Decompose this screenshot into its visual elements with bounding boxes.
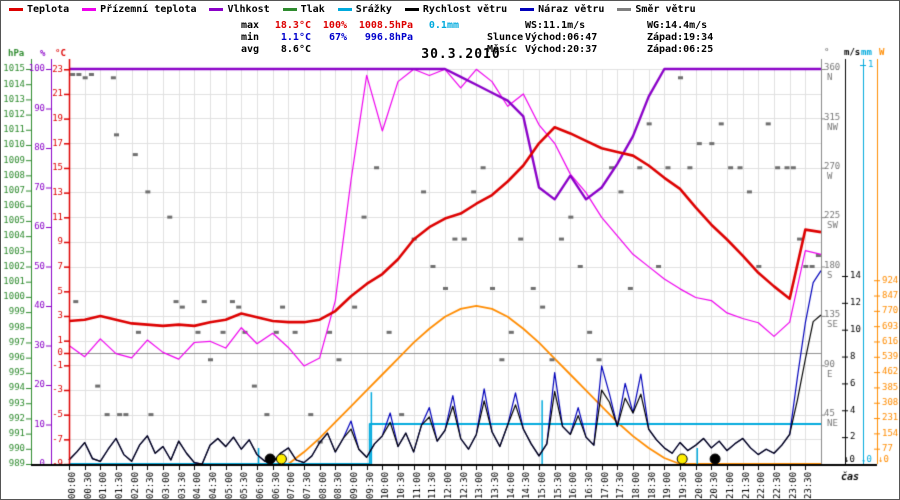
legend-item: Srážky xyxy=(337,4,392,15)
legend-swatch-icon xyxy=(9,8,23,11)
stat-value: min xyxy=(241,32,260,43)
stat-value: 100% xyxy=(322,20,347,31)
legend-swatch-icon xyxy=(209,8,224,11)
legend-label: Tlak xyxy=(300,4,325,15)
stat-value: 8.6°C xyxy=(280,44,311,55)
legend-label: Rychlost větru xyxy=(422,4,508,15)
stat-value: 1008.5hPa xyxy=(358,20,413,31)
stat-row: avg 8.6°C xyxy=(241,44,459,56)
astro-value: Měsíc xyxy=(487,44,518,55)
legend-swatch-icon xyxy=(282,8,297,11)
legend-label: Náraz větru xyxy=(538,4,605,15)
chart-date-title: 30.3.2010 xyxy=(421,47,501,62)
stat-row: min 1.1°C 67% 996.8hPa xyxy=(241,32,459,44)
astro-row: WS:11.1m/s WG:14.4m/s xyxy=(487,20,713,32)
legend-swatch-icon xyxy=(337,8,352,11)
legend-item: Teplota xyxy=(9,4,69,15)
legend-item: Náraz větru xyxy=(520,4,604,15)
astro-row: Měsíc Východ:20:37 Západ:06:25 xyxy=(487,44,713,56)
legend-label: Přízemní teplota xyxy=(100,4,197,15)
astro-value: Slunce xyxy=(487,32,524,43)
legend-swatch-icon xyxy=(617,8,632,11)
legend-item: Rychlost větru xyxy=(404,4,508,15)
legend-label: Srážky xyxy=(355,4,392,15)
stat-value: avg xyxy=(241,44,260,55)
chart-legend: Teplota Přízemní teplota Vlhkost Tlak Srážky… xyxy=(9,4,696,15)
legend-label: Směr větru xyxy=(635,4,696,15)
astro-row: Slunce Východ:06:47 Západ:19:34 xyxy=(487,32,713,44)
stat-row: max 18.3°C 100% 1008.5hPa 0.1mm xyxy=(241,20,459,32)
legend-item: Tlak xyxy=(282,4,325,15)
stat-value: 0.1mm xyxy=(428,20,459,31)
legend-label: Teplota xyxy=(27,4,70,15)
legend-swatch-icon xyxy=(520,8,535,11)
legend-label: Vlhkost xyxy=(227,4,270,15)
stat-value: max xyxy=(241,20,260,31)
legend-swatch-icon xyxy=(82,8,97,11)
astro-value: WS:11.1m/s xyxy=(525,20,586,31)
legend-item: Směr větru xyxy=(617,4,696,15)
astro-value: Západ:06:25 xyxy=(647,44,714,55)
stat-value: 1.1°C xyxy=(280,32,311,43)
legend-item: Přízemní teplota xyxy=(82,4,196,15)
astro-value: Východ:06:47 xyxy=(525,32,598,43)
astro-value: WG:14.4m/s xyxy=(647,20,708,31)
legend-swatch-icon xyxy=(404,8,419,11)
stats-max-min-avg: max 18.3°C 100% 1008.5hPa 0.1mm min 1.1°C 67% 99… xyxy=(241,20,459,56)
stat-value: 18.3°C xyxy=(274,20,311,31)
astro-value: Západ:19:34 xyxy=(647,32,714,43)
legend-item: Vlhkost xyxy=(209,4,270,15)
stat-value: 996.8hPa xyxy=(364,32,413,43)
stats-wind-sun-moon: WS:11.1m/s WG:14.4m/s Slunce Východ:06:47 Zá… xyxy=(487,20,713,56)
stat-value: 67% xyxy=(328,32,347,43)
astro-value: Východ:20:37 xyxy=(525,44,598,55)
